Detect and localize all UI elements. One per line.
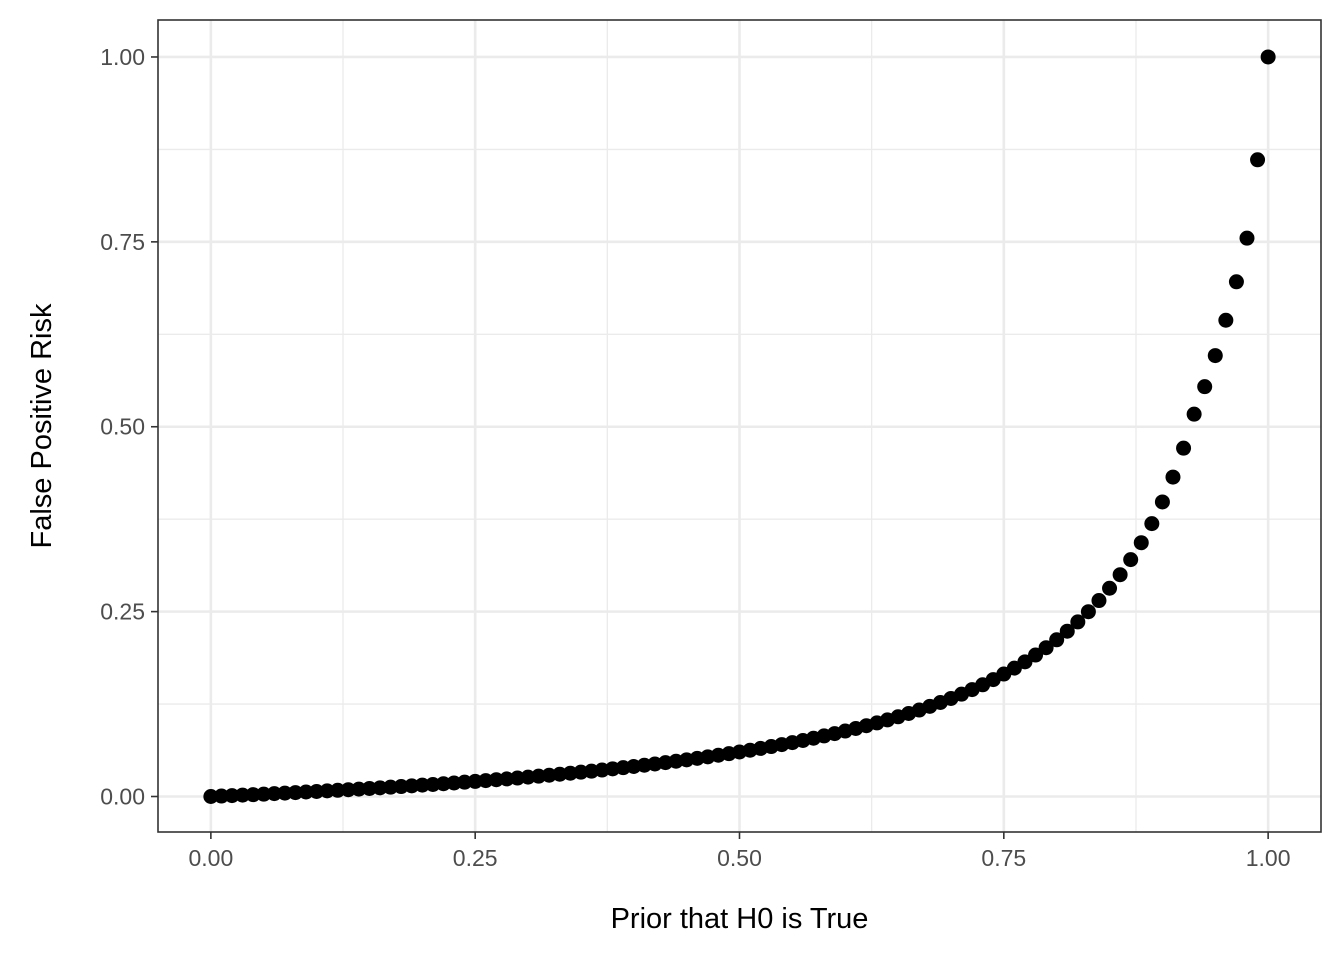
data-point [319, 783, 335, 799]
data-point [1102, 580, 1118, 596]
data-point [1059, 623, 1075, 639]
data-point [1260, 49, 1276, 65]
grid-major-lines [158, 20, 1321, 832]
data-point [1176, 440, 1192, 456]
data-point [1038, 640, 1054, 656]
data-point [1165, 469, 1181, 485]
x-axis-ticks: 0.00 0.25 0.50 0.75 1.00 [188, 832, 1291, 871]
data-point [1091, 593, 1107, 609]
data-point [1239, 230, 1255, 246]
data-point [1207, 348, 1223, 364]
data-point [340, 782, 356, 798]
y-tick-label: 1.00 [100, 44, 145, 70]
y-tick-label: 0.50 [100, 414, 145, 440]
data-point [298, 784, 314, 800]
data-point [1123, 552, 1139, 568]
data-point [1049, 632, 1065, 648]
data-point [1218, 312, 1234, 328]
data-point [1080, 604, 1096, 620]
data-point [235, 787, 251, 803]
x-tick-label: 1.00 [1246, 845, 1291, 871]
data-point [1228, 274, 1244, 290]
x-tick-label: 0.50 [717, 845, 762, 871]
x-tick-label: 0.00 [188, 845, 233, 871]
x-axis-title: Prior that H0 is True [611, 903, 869, 935]
data-point [1070, 614, 1086, 630]
data-point [1028, 647, 1044, 663]
data-point [1154, 494, 1170, 510]
y-axis-title: False Positive Risk [26, 303, 58, 548]
data-point [287, 785, 303, 801]
data-point [203, 789, 219, 805]
y-tick-label: 0.25 [100, 599, 145, 625]
data-point [224, 788, 240, 804]
data-point [309, 783, 325, 799]
data-point [256, 786, 272, 802]
data-point [1133, 535, 1149, 551]
x-tick-label: 0.75 [981, 845, 1026, 871]
x-tick-label: 0.25 [453, 845, 498, 871]
y-axis-ticks: 0.00 0.25 0.50 0.75 1.00 [100, 44, 158, 810]
y-tick-label: 0.00 [100, 784, 145, 810]
data-point [1144, 516, 1160, 532]
y-tick-label: 0.75 [100, 229, 145, 255]
data-point [330, 782, 346, 798]
data-point [1186, 406, 1202, 422]
data-point [361, 780, 377, 796]
data-point [266, 786, 282, 802]
data-point [1112, 567, 1128, 583]
data-point [277, 785, 293, 801]
data-point [1250, 152, 1266, 168]
data-point [245, 787, 261, 803]
data-point [1197, 379, 1213, 395]
data-point [213, 788, 229, 804]
data-points [203, 49, 1276, 805]
